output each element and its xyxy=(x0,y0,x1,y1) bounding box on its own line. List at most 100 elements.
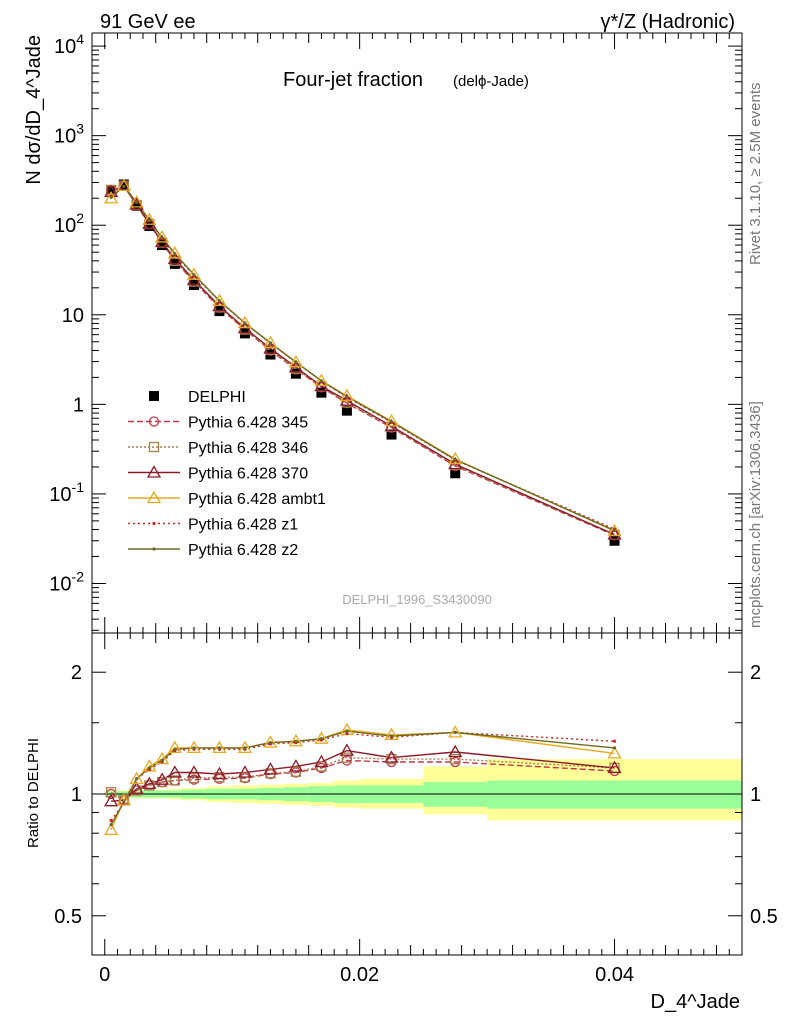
data-point-s6-2 xyxy=(135,200,139,204)
ratio-point-s3-13 xyxy=(384,727,399,741)
data-point-s4-15 xyxy=(607,523,622,537)
data-point-s6-5 xyxy=(173,252,177,256)
ratio-point-s3-8 xyxy=(237,740,253,754)
data-point-s6-13 xyxy=(389,420,394,424)
ratio-point-s2-11 xyxy=(314,754,329,768)
legend-label-1: Pythia 6.428 345 xyxy=(188,415,308,432)
ratio-point-s2-14 xyxy=(448,744,463,758)
data-point-s4-1 xyxy=(116,178,131,192)
series-line-4 xyxy=(110,184,615,532)
ratio-plot-panel: 0.5 0.5 1 1 2 2 0 0.02 0.04 Ratio to DELPHI D_4^… xyxy=(25,632,778,1013)
ratio-point-s5-13 xyxy=(389,734,394,738)
ratio-point-s3-6 xyxy=(186,740,202,754)
data-point-s0-4 xyxy=(157,240,168,251)
ratio-point-s5-5 xyxy=(173,747,177,751)
data-point-s4-8 xyxy=(237,315,253,329)
ratio-point-s2-13 xyxy=(384,750,399,763)
data-point-s0-3 xyxy=(144,221,155,232)
ratio-y-tick-label-right: 1 xyxy=(750,784,761,806)
ratio-point-s5-6 xyxy=(192,746,196,750)
chart-title: Four-jet fraction xyxy=(283,69,423,91)
ratio-y-tick-label-left: 2 xyxy=(71,662,82,684)
legend-marker-5 xyxy=(152,521,156,526)
data-point-s3-3 xyxy=(142,216,157,229)
series-line-5 xyxy=(110,185,615,530)
data-point-s4-9 xyxy=(263,335,278,349)
ratio-y-tick-label-left: 1 xyxy=(71,784,82,806)
uncertainty-band-inner xyxy=(487,780,742,809)
ratio-point-s3-15 xyxy=(607,746,622,759)
legend-label-5: Pythia 6.428 z1 xyxy=(188,517,298,534)
series-line-2 xyxy=(110,185,615,536)
data-point-s4-7 xyxy=(212,293,227,307)
data-point-s0-14 xyxy=(450,468,461,479)
ratio-point-s2-5 xyxy=(167,765,182,778)
ratio-y-tick-label-left: 0.5 xyxy=(54,906,82,928)
ratio-point-s5-10 xyxy=(294,739,298,743)
ratio-point-s4-15 xyxy=(612,739,617,743)
mcplots-label: mcplots.cern.ch [arXiv:1306.3436] xyxy=(747,401,764,628)
y-tick-label: 103 xyxy=(54,121,84,148)
series-line-3 xyxy=(110,185,615,536)
data-point-s4-5 xyxy=(167,246,182,259)
data-point-s4-10 xyxy=(288,354,304,368)
ratio-point-s2-4 xyxy=(154,772,170,785)
data-point-s4-0 xyxy=(103,190,119,204)
legend-label-3: Pythia 6.428 370 xyxy=(188,466,308,483)
data-point-s6-14 xyxy=(453,457,457,462)
series-line-1 xyxy=(110,185,615,536)
legend: DELPHI Pythia 6.428 345 Pythia 6.428 346 Py… xyxy=(128,389,326,559)
ratio-point-s2-6 xyxy=(186,765,202,778)
y-tick-label: 102 xyxy=(54,210,84,237)
data-point-s4-12 xyxy=(339,388,355,402)
data-point-s4-4 xyxy=(154,230,170,243)
ratio-point-s2-15 xyxy=(607,760,622,774)
y-tick-label: 10-2 xyxy=(49,568,84,595)
ratio-point-s2-3 xyxy=(142,776,157,789)
ratio-point-s2-8 xyxy=(237,765,253,778)
legend-label-4: Pythia 6.428 ambt1 xyxy=(188,491,326,508)
ratio-point-s1-0 xyxy=(105,787,117,798)
data-point-s0-12 xyxy=(341,405,352,416)
ratio-point-s1-5 xyxy=(169,775,180,786)
data-point-s4-13 xyxy=(384,413,399,427)
data-point-s3-4 xyxy=(154,234,170,248)
ratio-line-5 xyxy=(110,730,615,825)
legend-marker-0 xyxy=(149,391,159,401)
data-point-s4-6 xyxy=(186,267,202,280)
data-point-s0-1 xyxy=(118,179,129,190)
ratio-point-s5-3 xyxy=(147,766,151,770)
legend-label-2: Pythia 6.428 346 xyxy=(188,440,308,457)
ratio-point-s1-12 xyxy=(341,752,353,763)
watermark-label: DELPHI_1996_S3430090 xyxy=(342,592,492,607)
ratio-point-s5-1 xyxy=(122,800,126,804)
ratio-point-s5-14 xyxy=(453,730,457,734)
data-point-s0-13 xyxy=(386,429,397,440)
ratio-point-s2-12 xyxy=(339,743,355,756)
ratio-point-s2-7 xyxy=(212,766,227,780)
ratio-point-s5-15 xyxy=(612,746,617,750)
data-point-s6-10 xyxy=(294,360,298,364)
x-tick-label: 0 xyxy=(99,964,110,986)
data-point-s0-11 xyxy=(316,387,327,398)
ratio-point-s5-7 xyxy=(217,746,222,750)
data-point-s0-2 xyxy=(131,200,142,211)
ratio-point-s3-9 xyxy=(263,735,278,748)
x-tick-label: 0.04 xyxy=(595,964,634,986)
y-axis-label: N dσ/dD_4^Jade xyxy=(23,35,45,185)
legend-marker-2 xyxy=(148,441,160,453)
ratio-y-axis-label: Ratio to DELPHI xyxy=(25,738,42,848)
rivet-version-label: Rivet 3.1.10, ≥ 2.5M events xyxy=(747,83,764,266)
data-point-s6-11 xyxy=(319,379,324,383)
legend-marker-1 xyxy=(148,416,160,427)
data-point-s4-3 xyxy=(142,212,157,225)
ratio-point-s3-2 xyxy=(129,771,144,785)
ratio-point-s5-8 xyxy=(243,746,247,750)
ratio-line-2 xyxy=(111,749,615,802)
ratio-point-s2-10 xyxy=(288,759,304,772)
data-point-s6-8 xyxy=(243,321,247,325)
legend-marker-6 xyxy=(152,547,156,551)
ratio-point-s1-14 xyxy=(450,753,461,765)
y-tick-label: 10 xyxy=(62,305,84,327)
